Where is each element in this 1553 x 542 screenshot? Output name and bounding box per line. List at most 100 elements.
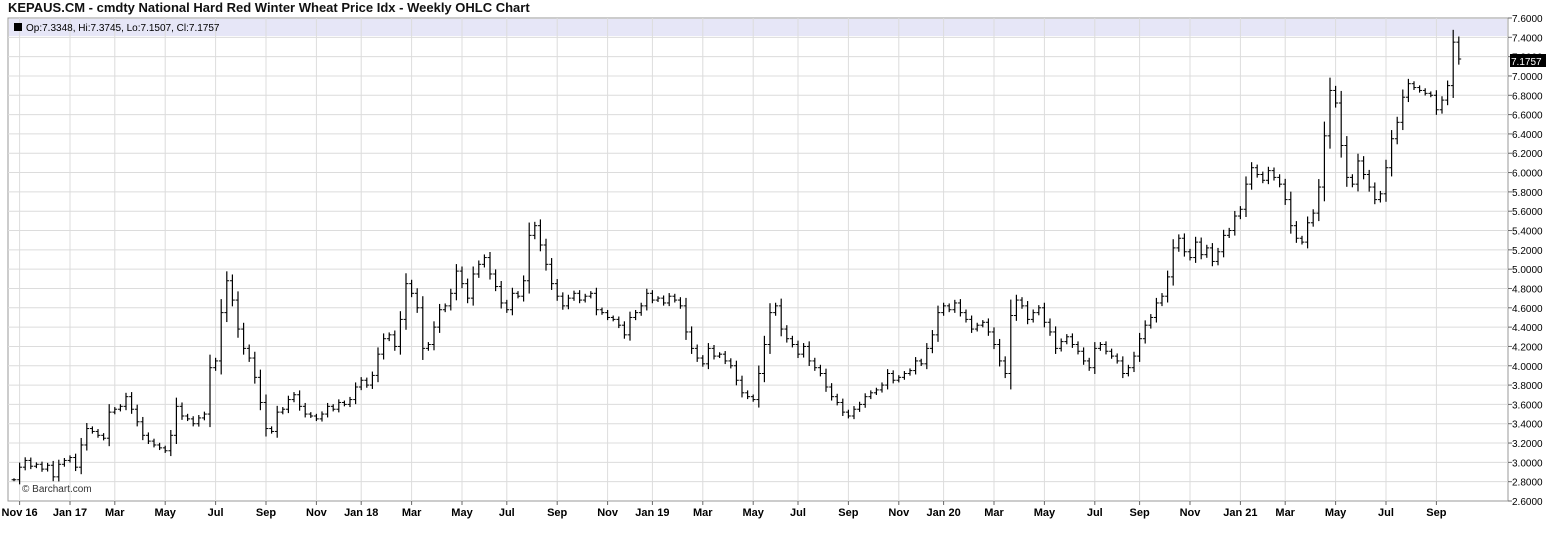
ohlc-bar	[1344, 136, 1350, 187]
ohlc-bar	[1047, 318, 1053, 336]
ohlc-bar	[750, 394, 756, 402]
x-tick-label: Jan 20	[926, 507, 960, 519]
ohlc-bar	[991, 327, 997, 350]
ohlc-bar	[1333, 85, 1338, 108]
ohlc-bar	[560, 292, 566, 310]
ohlc-bar	[1400, 89, 1406, 131]
ohlc-bar	[1434, 90, 1439, 115]
ohlc-bar	[1176, 234, 1182, 252]
ohlc-bar	[280, 407, 286, 415]
ohlc-bar	[168, 429, 174, 457]
ohlc-bar	[605, 309, 610, 321]
ohlc-bar	[409, 279, 414, 298]
ohlc-bar	[420, 296, 426, 360]
ohlc-bar	[1002, 356, 1008, 379]
last-price-label: 7.1757	[1511, 57, 1542, 68]
y-tick-label: 4.4000	[1512, 323, 1543, 334]
ohlc-bar	[140, 416, 146, 441]
y-tick-label: 3.4000	[1512, 420, 1543, 431]
ohlc-bar	[252, 351, 258, 384]
y-tick-label: 6.2000	[1512, 149, 1543, 160]
ohlc-bar	[308, 412, 314, 418]
ohlc-bar	[90, 426, 95, 434]
ohlc-bar	[50, 460, 56, 482]
ohlc-bar	[538, 219, 543, 252]
ohlc-bar	[95, 429, 101, 438]
ohlc-bar	[235, 291, 241, 338]
ohlc-bar	[1170, 239, 1176, 286]
ohlc-bar	[1064, 334, 1070, 345]
x-tick-label: Nov	[597, 507, 619, 519]
y-tick-label: 7.4000	[1512, 33, 1543, 44]
x-tick-label: May	[154, 507, 176, 519]
ohlc-bar	[896, 375, 902, 383]
ohlc-bar	[241, 322, 246, 355]
y-tick-label: 7.0000	[1512, 72, 1543, 83]
ohlc-bar	[392, 330, 398, 351]
y-tick-label: 6.8000	[1512, 91, 1543, 102]
ohlc-bar	[532, 221, 538, 240]
last-price-badge	[1510, 54, 1546, 67]
grid-layer	[8, 18, 1508, 501]
ohlc-bar	[1193, 236, 1198, 263]
ohlc-bar	[330, 404, 336, 412]
ohlc-bar	[123, 392, 129, 411]
ohlc-bar	[1025, 301, 1030, 325]
ohlc-bar	[627, 311, 633, 341]
x-tick-label: Jul	[1378, 507, 1394, 519]
ohlc-bar	[151, 438, 157, 448]
ohlc-bar	[73, 453, 78, 472]
ohlc-bar	[963, 309, 969, 323]
ohlc-bar	[1428, 91, 1434, 98]
ohlc-bar	[762, 335, 767, 383]
ohlc-bar	[1366, 169, 1372, 192]
ohlc-bar	[112, 407, 118, 415]
ohlc-bar	[683, 297, 689, 340]
x-tick-label: Mar	[105, 507, 125, 519]
x-tick-label: Mar	[984, 507, 1004, 519]
ohlc-bar	[84, 422, 90, 451]
ohlc-bar	[1411, 81, 1417, 90]
ohlc-bar	[868, 390, 874, 400]
y-tick-label: 3.8000	[1512, 381, 1543, 392]
ohlc-bar	[202, 411, 207, 421]
x-tick-label: Sep	[1426, 507, 1446, 519]
x-tick-label: Jan 21	[1223, 507, 1257, 519]
ohlc-bar	[1266, 166, 1271, 185]
ohlc-bar	[857, 401, 862, 412]
ohlc-bar	[834, 393, 840, 406]
ohlc-bar	[851, 406, 857, 420]
ohlc-bar	[890, 370, 896, 384]
ohlc-bar	[336, 399, 342, 413]
x-tick-label: May	[1034, 507, 1056, 519]
ohlc-bar	[1456, 36, 1462, 65]
ohlc-bar	[224, 271, 230, 323]
ohlc-bar	[1182, 233, 1187, 257]
chart-title: KEPAUS.CM - cmdty National Hard Red Wint…	[8, 0, 530, 15]
ohlc-bar	[823, 368, 829, 392]
ohlc-bar	[846, 409, 851, 419]
ohlc-bar	[1092, 342, 1098, 374]
ohlc-bar	[913, 357, 918, 375]
ohlc-bar	[879, 382, 885, 393]
ohlc-bar	[196, 415, 202, 427]
ohlc-bar	[504, 299, 510, 313]
ohlc-bar	[56, 459, 62, 482]
ohlc-bar	[246, 344, 252, 362]
ohlc-bar	[1042, 302, 1047, 328]
x-tick-label: Nov	[888, 507, 910, 519]
x-axis: Nov 16 Jan 17 Mar May Jul Sep Nov Jan 18 Mar May J…	[2, 501, 1447, 519]
legend-band	[9, 19, 1507, 36]
ohlc-bar	[935, 305, 941, 342]
ohlc-bar	[1288, 191, 1294, 234]
ohlc-bar	[661, 295, 666, 306]
ohlc-bar	[806, 341, 812, 367]
ohlc-bar	[1142, 320, 1148, 344]
ohlc-bar	[302, 402, 308, 418]
ohlc-bar	[711, 344, 717, 360]
ohlc-bar	[134, 404, 140, 427]
x-tick-label: Nov	[306, 507, 328, 519]
ohlc-bar	[801, 343, 806, 358]
ohlc-bar	[1019, 297, 1025, 309]
